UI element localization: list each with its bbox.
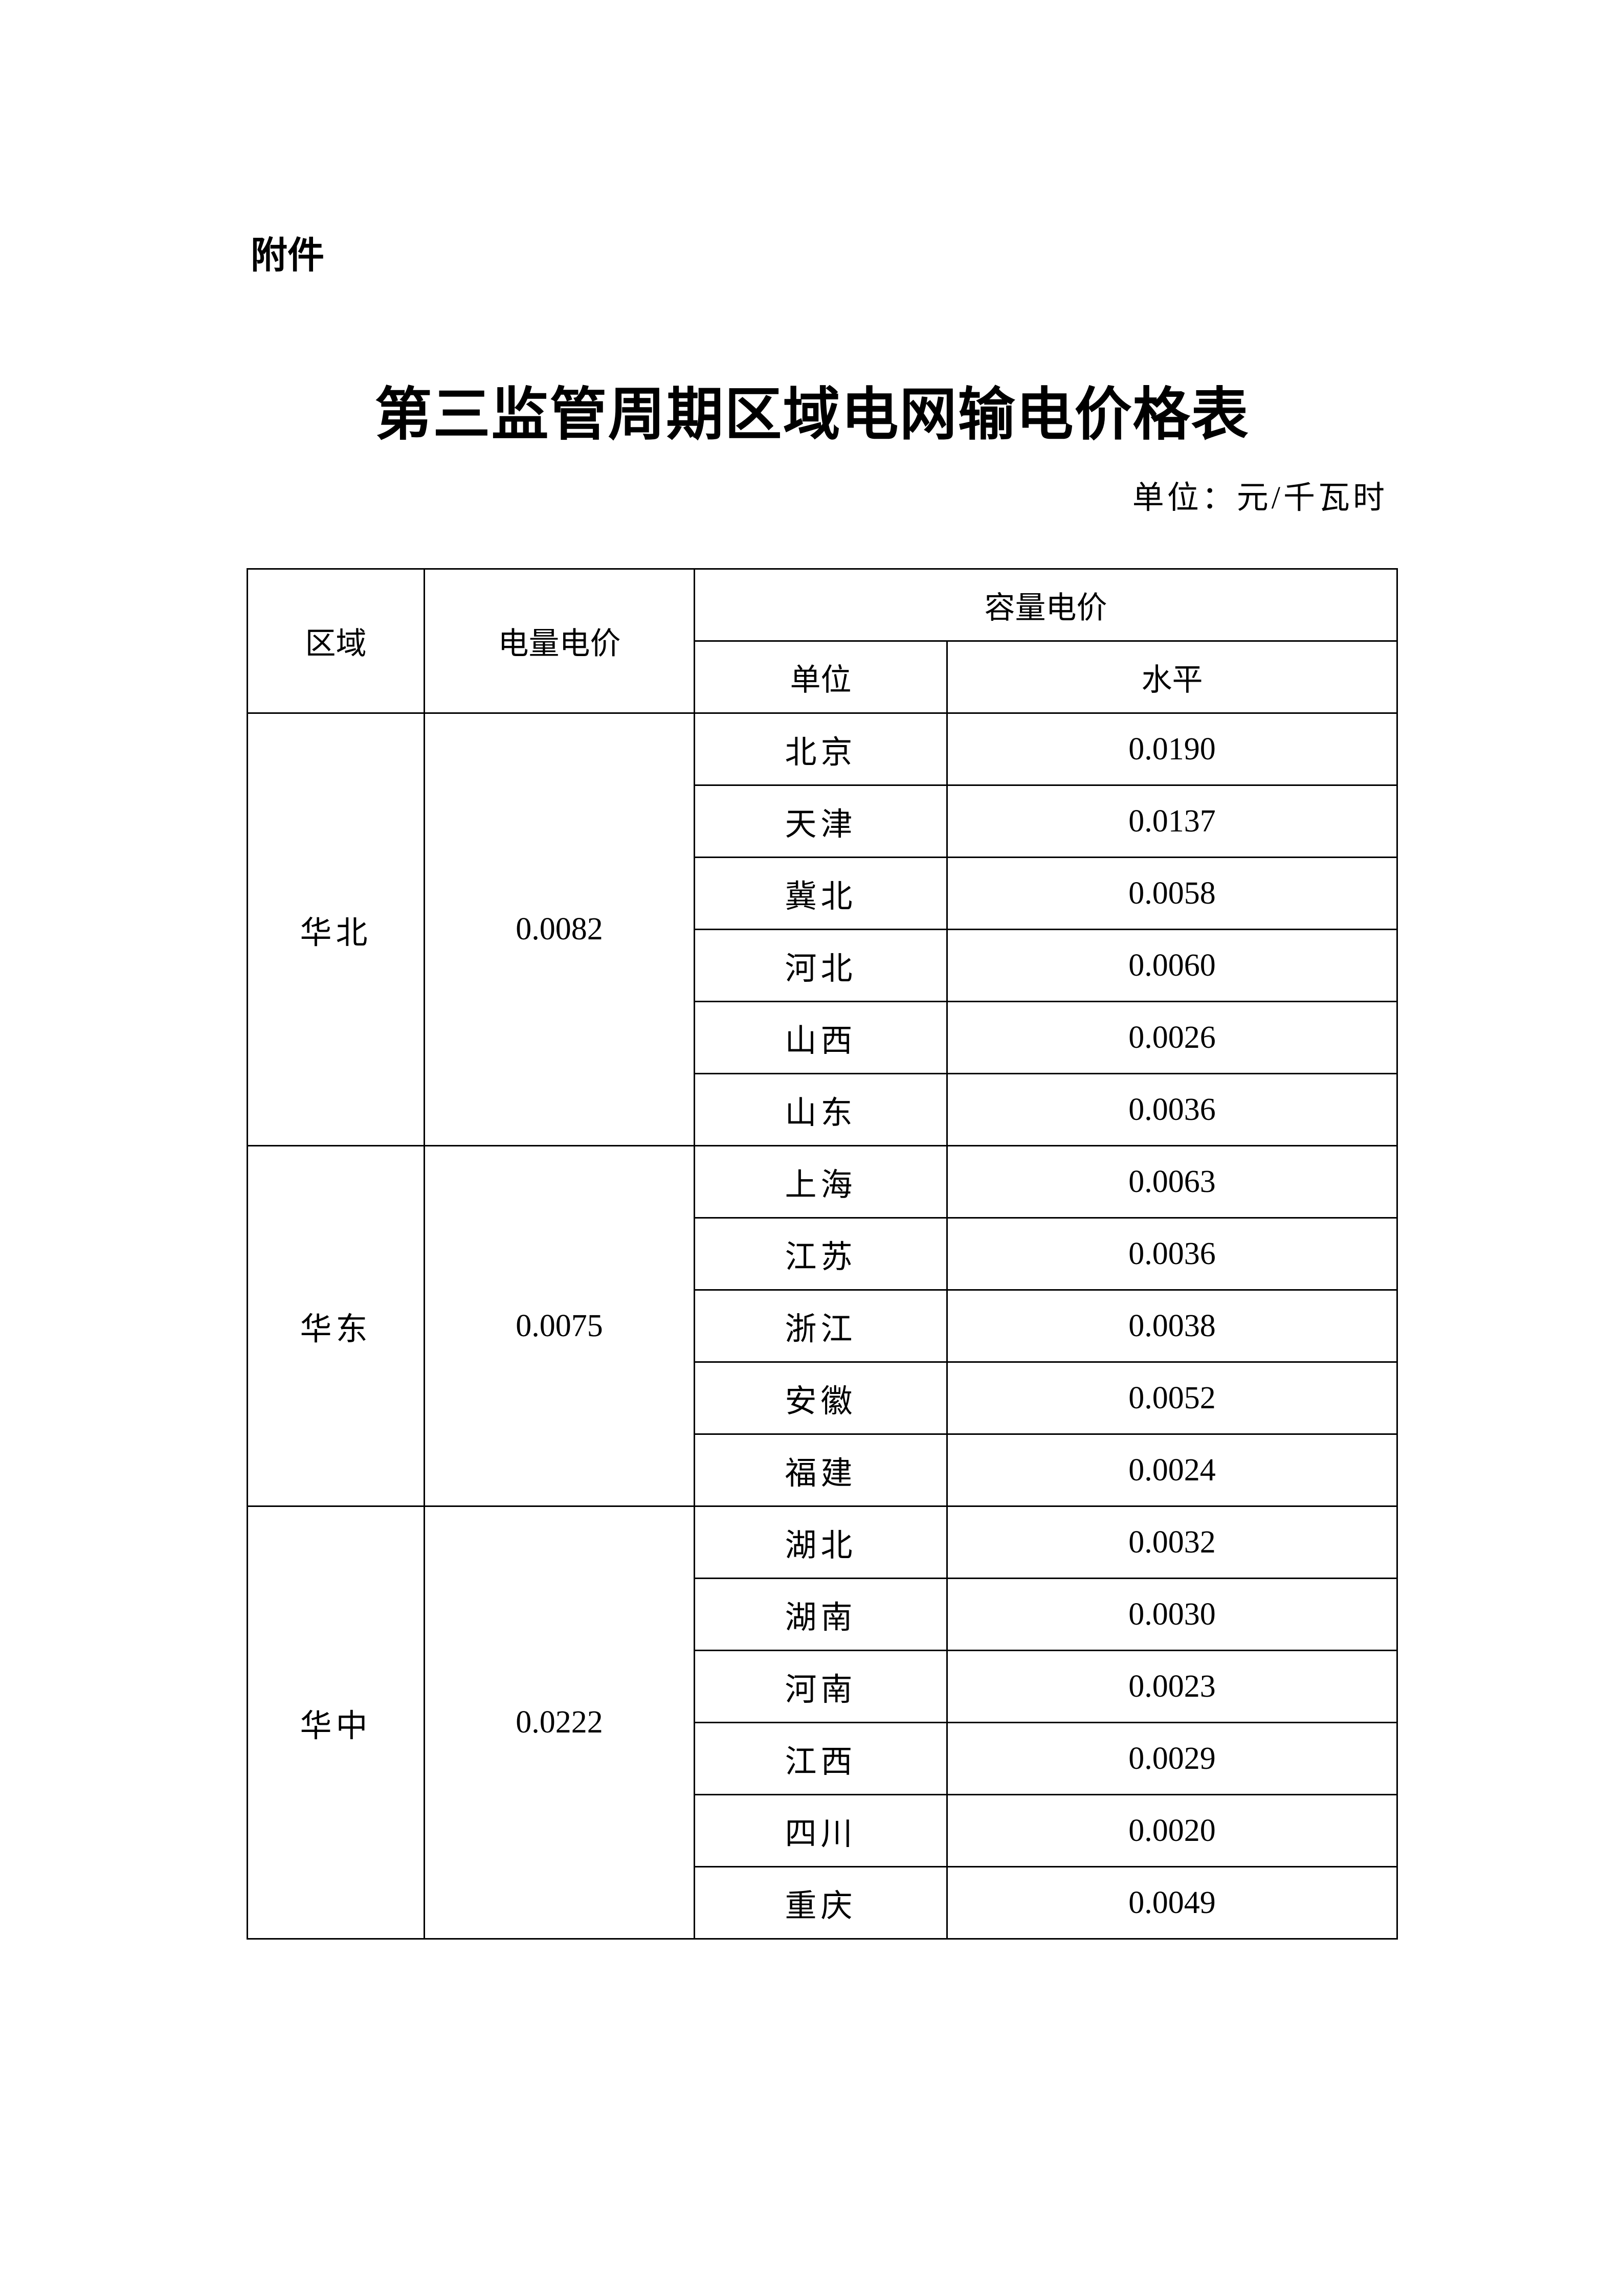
level-cell: 0.0036 — [946, 1073, 1398, 1146]
level-cell: 0.0030 — [946, 1578, 1398, 1651]
table-row: 河北 0.0060 — [248, 929, 1398, 1002]
header-capacity-price: 容量电价 — [694, 568, 1398, 642]
header-row: 区域 电量电价 容量电价 — [247, 568, 1398, 714]
level-cell: 0.0029 — [946, 1722, 1398, 1795]
unit-cell: 河南 — [694, 1650, 948, 1723]
header-region: 区域 — [247, 568, 425, 714]
energy-price-cell: 0.0222 — [424, 1505, 695, 1940]
energy-price-cell: 0.0082 — [424, 712, 695, 1146]
price-table: 区域 电量电价 容量电价 单位 水平 华北 0.0082 北京 0.0190 天津 0.0… — [247, 568, 1398, 1940]
unit-cell: 浙江 — [694, 1289, 948, 1363]
table-row: 江苏 0.0036 — [248, 1217, 1398, 1291]
unit-cell: 湖北 — [694, 1505, 948, 1579]
level-cell: 0.0020 — [946, 1794, 1398, 1867]
unit-cell: 河北 — [694, 929, 948, 1002]
region-cell: 华北 — [247, 712, 425, 1146]
level-cell: 0.0058 — [946, 857, 1398, 930]
level-cell: 0.0036 — [946, 1217, 1398, 1291]
level-cell: 0.0026 — [946, 1001, 1398, 1074]
table-row: 华北 0.0082 北京 0.0190 — [247, 712, 1398, 1146]
unit-cell: 安徽 — [694, 1361, 948, 1435]
unit-cell: 天津 — [694, 784, 948, 858]
region-cell: 华中 — [247, 1505, 425, 1940]
table-row: 四川 0.0020 — [248, 1794, 1398, 1867]
level-cell: 0.0063 — [946, 1145, 1398, 1219]
unit-cell: 北京 — [694, 712, 948, 786]
level-cell: 0.0052 — [946, 1361, 1398, 1435]
level-cell: 0.0023 — [946, 1650, 1398, 1723]
table-row: 江西 0.0029 — [248, 1722, 1398, 1795]
table-row: 华中 0.0222 湖北 0.0032 — [247, 1505, 1398, 1940]
unit-cell: 四川 — [694, 1794, 948, 1867]
unit-cell: 江苏 — [694, 1217, 948, 1291]
table-row: 河南 0.0023 — [248, 1650, 1398, 1723]
header-level: 水平 — [946, 640, 1398, 714]
table-row: 山西 0.0026 — [248, 1001, 1398, 1074]
table-row: 重庆 0.0049 — [248, 1866, 1398, 1940]
level-cell: 0.0190 — [946, 712, 1398, 786]
unit-cell: 重庆 — [694, 1866, 948, 1940]
level-cell: 0.0032 — [946, 1505, 1398, 1579]
table-row: 华东 0.0075 上海 0.0063 — [247, 1145, 1398, 1507]
page-title: 第三监管周期区域电网输电价格表 — [374, 384, 1250, 447]
table-row: 湖南 0.0030 — [248, 1578, 1398, 1651]
unit-note: 单位：元/千瓦时 — [1132, 481, 1388, 515]
unit-cell: 冀北 — [694, 857, 948, 930]
header-subrow: 单位 水平 — [248, 640, 1398, 714]
level-cell: 0.0049 — [946, 1866, 1398, 1940]
table-row: 浙江 0.0038 — [248, 1289, 1398, 1363]
header-energy-price: 电量电价 — [424, 568, 695, 714]
unit-cell: 湖南 — [694, 1578, 948, 1651]
unit-cell: 山西 — [694, 1001, 948, 1074]
table-row: 福建 0.0024 — [248, 1433, 1398, 1507]
unit-cell: 福建 — [694, 1433, 948, 1507]
energy-price-cell: 0.0075 — [424, 1145, 695, 1507]
header-unit: 单位 — [694, 640, 948, 714]
table-row: 山东 0.0036 — [248, 1073, 1398, 1146]
level-cell: 0.0137 — [946, 784, 1398, 858]
unit-cell: 江西 — [694, 1722, 948, 1795]
level-cell: 0.0038 — [946, 1289, 1398, 1363]
table-row: 安徽 0.0052 — [248, 1361, 1398, 1435]
unit-cell: 上海 — [694, 1145, 948, 1219]
region-cell: 华东 — [247, 1145, 425, 1507]
table-row: 冀北 0.0058 — [248, 857, 1398, 930]
attachment-label: 附件 — [251, 234, 325, 277]
level-cell: 0.0060 — [946, 929, 1398, 1002]
table-row: 天津 0.0137 — [248, 784, 1398, 858]
unit-cell: 山东 — [694, 1073, 948, 1146]
level-cell: 0.0024 — [946, 1433, 1398, 1507]
